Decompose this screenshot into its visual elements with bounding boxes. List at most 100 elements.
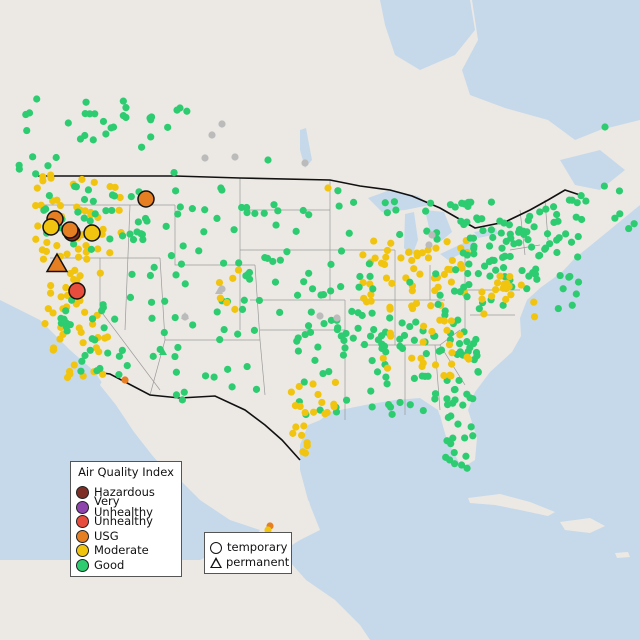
- sensor-dot: [93, 367, 101, 375]
- sensor-dot: [218, 186, 226, 194]
- sensor-dot: [88, 335, 96, 343]
- sensor-dot: [463, 338, 471, 346]
- sensor-dot: [83, 255, 91, 263]
- sensor-dot: [96, 269, 104, 277]
- sensor-dot: [486, 272, 494, 280]
- sensor-dot: [446, 371, 454, 379]
- sensor-dot: [32, 201, 40, 210]
- sensor-dot: [44, 305, 52, 313]
- sensor-dot: [78, 175, 86, 184]
- sensor-dot: [578, 215, 586, 224]
- sensor-dot: [49, 197, 57, 205]
- sensor-dot: [487, 198, 496, 206]
- sensor-dot: [126, 293, 135, 302]
- sensor-dot: [77, 367, 85, 375]
- sensor-dot: [390, 198, 399, 206]
- sensor-dot: [496, 217, 504, 225]
- sensor-dot: [366, 272, 374, 281]
- sensor-dot: [611, 214, 619, 222]
- sensor-dot: [434, 300, 442, 309]
- sensor-dot: [470, 242, 478, 250]
- sensor-dot: [60, 315, 68, 323]
- sensor-dot: [15, 165, 23, 173]
- sensor-dot: [327, 316, 335, 324]
- sensor-dot: [95, 348, 103, 356]
- sensor-dot: [458, 199, 466, 207]
- aqi-legend-item: Good: [71, 558, 181, 573]
- sensor-dot: [331, 378, 340, 387]
- aqi-legend-item: Hazardous: [71, 486, 181, 501]
- sensor-dot: [62, 307, 70, 315]
- sensor-dot: [81, 351, 89, 360]
- aqi-legend-label: USG: [94, 528, 119, 543]
- sensor-dot: [229, 274, 237, 282]
- aqi-legend-label: Good: [94, 557, 125, 572]
- sensor-dot: [410, 374, 419, 383]
- sensor-dot: [432, 270, 440, 278]
- sensor-dot: [500, 280, 508, 288]
- aqi-swatch-icon: [76, 529, 89, 543]
- aqi-legend-item: Very Unhealthy: [71, 495, 181, 518]
- sensor-dot: [162, 222, 170, 230]
- sensor-dot: [518, 266, 526, 275]
- sensor-dot: [260, 209, 268, 217]
- sensor-dot: [489, 233, 497, 242]
- sensor-dot: [406, 278, 414, 286]
- sensor-dot: [223, 298, 231, 307]
- sensor-dot: [574, 232, 582, 241]
- sensor-dot: [383, 209, 391, 217]
- sensor-dot: [65, 367, 74, 376]
- sensor-dot: [465, 355, 473, 363]
- sensor-dot: [600, 182, 608, 190]
- sensor-dot: [417, 354, 425, 362]
- sensor-dot: [480, 262, 489, 270]
- sensor-dot: [80, 214, 88, 222]
- sensor-dot: [318, 398, 326, 407]
- sensor-dot: [213, 308, 221, 316]
- sensor-dot: [32, 235, 40, 243]
- sensor-dot: [148, 314, 156, 322]
- sensor-dot: [147, 133, 155, 141]
- sensor-dot: [463, 390, 471, 398]
- legend-temporary-label: temporary: [227, 539, 288, 554]
- sensor-dot: [412, 299, 421, 307]
- sensor-dot: [116, 193, 124, 202]
- sensor-dot: [333, 314, 341, 322]
- sensor-dot: [601, 123, 609, 131]
- sensor-dot: [301, 159, 309, 167]
- sensor-dot: [208, 131, 216, 139]
- sensor-dot: [469, 432, 477, 440]
- sensor-dot: [44, 162, 52, 170]
- sensor-dot: [45, 192, 53, 200]
- sensor-dot: [72, 183, 80, 191]
- aqi-legend-item: Moderate: [71, 544, 181, 559]
- sensor-dot: [532, 265, 540, 273]
- sensor-dot: [368, 356, 376, 365]
- sensor-dot: [616, 210, 624, 218]
- sensor-dot: [129, 236, 138, 244]
- sensor-dot: [507, 291, 515, 299]
- sensor-dot: [171, 352, 179, 361]
- sensor-dot: [450, 448, 458, 457]
- aqi-swatch-icon: [76, 515, 89, 529]
- sensor-dot: [478, 295, 486, 303]
- sensor-dot: [134, 218, 142, 226]
- sensor-dot: [319, 291, 328, 299]
- sensor-dot: [499, 301, 507, 309]
- sensor-dot: [360, 340, 369, 349]
- sensor-dot: [75, 324, 83, 332]
- sensor-markers: [15, 95, 638, 534]
- sensor-dot: [474, 368, 482, 376]
- sensor-dot: [431, 286, 439, 295]
- sensor-dot: [472, 335, 480, 344]
- baja-california: [0, 300, 260, 560]
- sensor-dot: [356, 272, 364, 281]
- sensor-dot: [493, 279, 502, 287]
- sensor-dot: [316, 406, 324, 414]
- sensor-dot: [81, 308, 89, 316]
- cuba: [468, 494, 555, 516]
- sensor-dot: [270, 201, 278, 209]
- sensor-dot: [170, 168, 178, 177]
- sensor-dot: [582, 197, 590, 205]
- aqi-legend-title: Air Quality Index: [78, 465, 174, 479]
